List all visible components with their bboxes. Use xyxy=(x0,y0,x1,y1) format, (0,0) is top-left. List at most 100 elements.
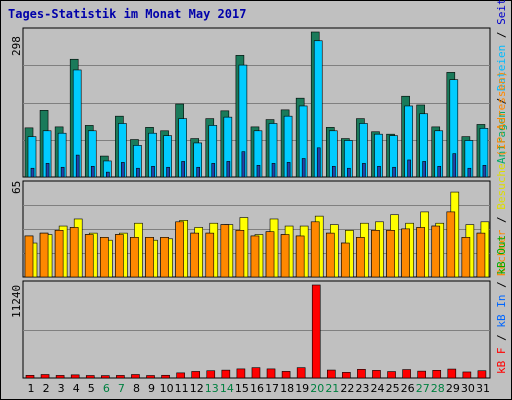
bar-seiten-4 xyxy=(75,154,80,178)
bar-kbf-4 xyxy=(70,374,80,379)
day-label-2: 2 xyxy=(43,382,50,395)
bar-kbf-8 xyxy=(131,374,140,379)
day-label-17: 17 xyxy=(265,382,279,395)
bar-seiten-30 xyxy=(467,167,472,178)
chart-title: Tages-Statistik im Monat May 2017 xyxy=(8,7,247,21)
bar-kbf-17 xyxy=(266,368,276,379)
day-label-21: 21 xyxy=(325,382,339,395)
bar-kbf-12 xyxy=(191,371,201,379)
bar-rechner-front-25 xyxy=(386,229,395,278)
day-label-9: 9 xyxy=(148,382,155,395)
bar-seiten-5 xyxy=(90,165,95,178)
bar-seiten-31 xyxy=(482,165,487,178)
day-label-30: 30 xyxy=(461,382,475,395)
bar-seiten-23 xyxy=(362,163,366,178)
bar-rechner-front-12 xyxy=(190,232,200,278)
bar-seiten-8 xyxy=(136,167,140,178)
bar-rechner-front-22 xyxy=(341,242,350,278)
day-label-19: 19 xyxy=(295,382,309,395)
day-label-31: 31 xyxy=(476,382,490,395)
bar-kbf-3 xyxy=(55,375,65,379)
bar-seiten-13 xyxy=(211,163,216,178)
day-label-27: 27 xyxy=(416,382,430,395)
bar-kbf-9 xyxy=(146,375,155,379)
bar-kbf-18 xyxy=(281,371,291,379)
bar-kbf-19 xyxy=(296,367,306,379)
bar-seiten-10 xyxy=(166,166,170,178)
bar-kbf-22 xyxy=(342,372,351,379)
bar-seiten-15 xyxy=(241,151,246,178)
bar-rechner-front-14 xyxy=(220,224,230,278)
bar-rechner-front-4 xyxy=(69,227,79,278)
bar-seiten-22 xyxy=(347,167,351,178)
bar-kbf-5 xyxy=(85,375,95,379)
bar-rechner-front-13 xyxy=(205,232,215,278)
day-label-5: 5 xyxy=(88,382,95,395)
day-label-11: 11 xyxy=(175,382,189,395)
bar-kbf-14 xyxy=(221,369,231,379)
bar-seiten-29 xyxy=(452,153,457,178)
bar-kbf-13 xyxy=(206,370,216,379)
bar-kbf-16 xyxy=(251,367,261,379)
bar-rechner-front-31 xyxy=(476,232,486,278)
day-label-13: 13 xyxy=(205,382,219,395)
bar-rechner-front-11 xyxy=(175,221,184,278)
bar-seiten-1 xyxy=(30,167,35,178)
bar-seiten-9 xyxy=(151,165,155,178)
bar-kbf-27 xyxy=(417,370,426,379)
bar-rechner-front-10 xyxy=(160,237,169,278)
bar-seiten-25 xyxy=(392,166,396,178)
bar-seiten-24 xyxy=(377,165,381,178)
bar-kbf-24 xyxy=(372,370,381,379)
bar-rechner-front-16 xyxy=(250,235,260,278)
bar-seiten-21 xyxy=(331,165,336,178)
bar-rechner-front-28 xyxy=(431,225,441,278)
bar-rechner-front-6 xyxy=(100,237,109,278)
bar-kbf-21 xyxy=(326,369,336,379)
bar-rechner-front-27 xyxy=(416,227,425,278)
day-label-24: 24 xyxy=(371,382,385,395)
day-label-10: 10 xyxy=(160,382,174,395)
day-label-28: 28 xyxy=(431,382,445,395)
bar-kbf-11 xyxy=(176,372,185,379)
bar-kbf-7 xyxy=(116,375,125,379)
day-label-12: 12 xyxy=(190,382,204,395)
day-label-22: 22 xyxy=(340,382,354,395)
day-label-16: 16 xyxy=(250,382,264,395)
bar-kbf-15 xyxy=(236,368,246,379)
bar-kbf-26 xyxy=(402,369,411,379)
bar-rechner-front-26 xyxy=(401,228,410,278)
bar-rechner-front-15 xyxy=(235,229,245,278)
bar-rechner-front-19 xyxy=(295,235,305,278)
panel-traffic-area xyxy=(22,280,491,379)
bar-seiten-27 xyxy=(422,161,426,178)
bar-kbf-30 xyxy=(462,371,472,379)
bar-seiten-11 xyxy=(181,161,185,178)
day-label-25: 25 xyxy=(386,382,400,395)
bar-seiten-28 xyxy=(437,165,442,178)
bar-rechner-front-23 xyxy=(356,237,365,278)
day-label-18: 18 xyxy=(280,382,294,395)
bar-rechner-front-8 xyxy=(130,237,139,278)
bar-seiten-19 xyxy=(301,158,306,178)
day-label-4: 4 xyxy=(73,382,80,395)
bar-kbf-31 xyxy=(477,370,487,379)
day-label-26: 26 xyxy=(401,382,415,395)
day-label-1: 1 xyxy=(28,382,35,395)
bar-rechner-front-2 xyxy=(39,232,49,278)
bar-rechner-front-21 xyxy=(325,232,335,278)
bar-kbf-10 xyxy=(161,374,170,379)
bar-rechner-front-3 xyxy=(54,229,64,278)
day-label-7: 7 xyxy=(118,382,125,395)
bar-kbf-1 xyxy=(25,375,35,379)
bar-kbf-25 xyxy=(387,371,396,379)
bar-seiten-3 xyxy=(60,166,65,178)
bar-seiten-18 xyxy=(286,162,291,178)
day-label-20: 20 xyxy=(310,382,324,395)
bar-kbf-23 xyxy=(357,369,366,379)
bar-rechner-front-30 xyxy=(461,237,471,278)
bar-seiten-20 xyxy=(316,147,321,178)
day-label-29: 29 xyxy=(446,382,460,395)
bar-rechner-front-17 xyxy=(265,231,275,278)
day-label-14: 14 xyxy=(220,382,234,395)
